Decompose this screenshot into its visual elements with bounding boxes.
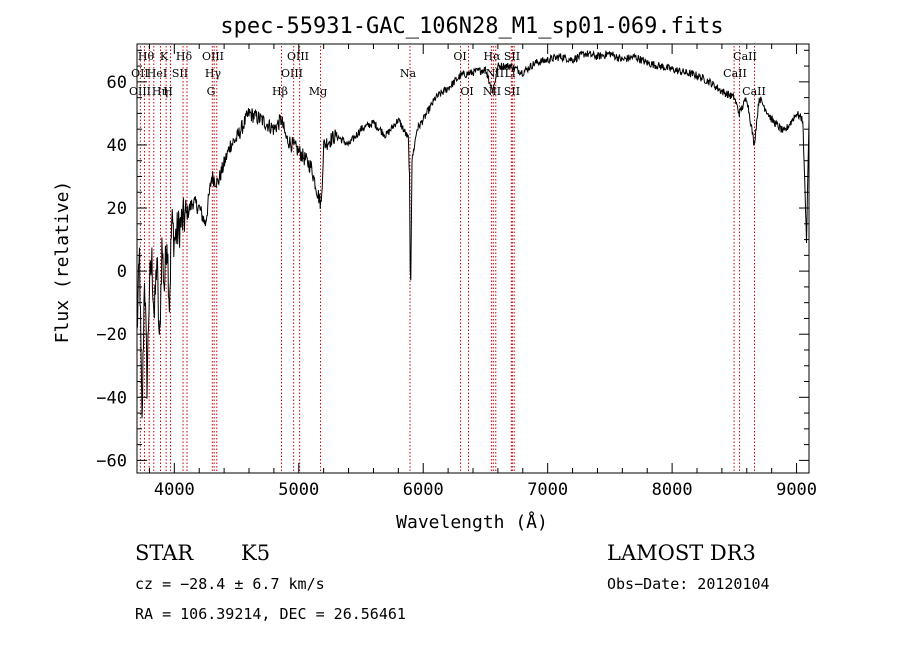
y-tick-label: −20 — [96, 325, 127, 345]
line-label-OIII: OIII — [129, 85, 151, 98]
y-tick-label: 40 — [107, 136, 127, 156]
flux-series-line — [136, 49, 810, 419]
line-label-Hα: Hα — [483, 50, 501, 63]
line-label-Li: Li — [505, 67, 516, 80]
line-label-Hγ: Hγ — [205, 67, 222, 80]
line-label-Hδ: Hδ — [176, 50, 193, 63]
line-label-K: K — [160, 50, 169, 63]
line-label-Mg: Mg — [309, 85, 327, 98]
x-tick-label: 8000 — [652, 480, 693, 500]
line-label-OIII: OIII — [202, 50, 224, 63]
x-tick-label: 9000 — [776, 480, 817, 500]
chart-title: spec-55931-GAC_106N28_M1_sp01-069.fits — [220, 14, 723, 39]
x-axis-label: Wavelength (Å) — [396, 511, 548, 533]
x-tick-label: 6000 — [403, 480, 444, 500]
line-label-SII: SII — [504, 85, 520, 98]
line-label-OI: OI — [460, 85, 473, 98]
line-label-CaII: CaII — [723, 67, 747, 80]
y-tick-label: 20 — [107, 199, 127, 219]
line-label-G: G — [207, 85, 216, 98]
sky-coordinates: RA = 106.39214, DEC = 26.56461 — [135, 605, 406, 623]
line-label-Hβ: Hβ — [272, 85, 288, 98]
line-label-CaII: CaII — [733, 50, 757, 63]
survey-name: LAMOST DR3 — [607, 541, 756, 565]
line-label-NII: NII — [486, 67, 504, 80]
line-label-SII: SII — [172, 67, 188, 80]
x-tick-label: 5000 — [278, 480, 319, 500]
object-class: STAR — [135, 541, 194, 565]
spectral-line-markers — [139, 46, 755, 473]
x-tick-label: 4000 — [154, 480, 195, 500]
line-label-OIII: OIII — [287, 50, 309, 63]
x-tick-label: 7000 — [527, 480, 568, 500]
line-label-SII: SII — [504, 50, 520, 63]
observation-date: Obs−Date: 20120104 — [607, 575, 770, 593]
object-subclass: K5 — [241, 541, 270, 565]
y-tick-label: 60 — [107, 73, 127, 93]
line-label-OIII: OIII — [281, 67, 303, 80]
line-label-Hθ: Hθ — [138, 50, 155, 63]
y-axis-label: Flux (relative) — [52, 181, 73, 344]
y-axis-ticks: −60 −40 −20 0 20 40 60 — [96, 49, 809, 471]
line-label-H: H — [163, 85, 173, 98]
line-label-CaII: CaII — [742, 85, 766, 98]
y-tick-label: −60 — [96, 451, 127, 471]
line-label-Na: Na — [400, 67, 417, 80]
y-tick-label: 0 — [117, 262, 127, 282]
line-label-HeI: HeI — [147, 67, 167, 80]
line-label-OII: OII — [131, 67, 149, 80]
plot-frame — [136, 43, 810, 474]
x-axis-ticks: 4000 5000 6000 7000 8000 9000 — [148, 44, 817, 500]
y-tick-label: −40 — [96, 388, 127, 408]
redshift-velocity: cz = −28.4 ± 6.7 km/s — [135, 575, 325, 593]
line-label-Hη: Hη — [152, 85, 168, 98]
line-label-OI: OI — [453, 50, 466, 63]
